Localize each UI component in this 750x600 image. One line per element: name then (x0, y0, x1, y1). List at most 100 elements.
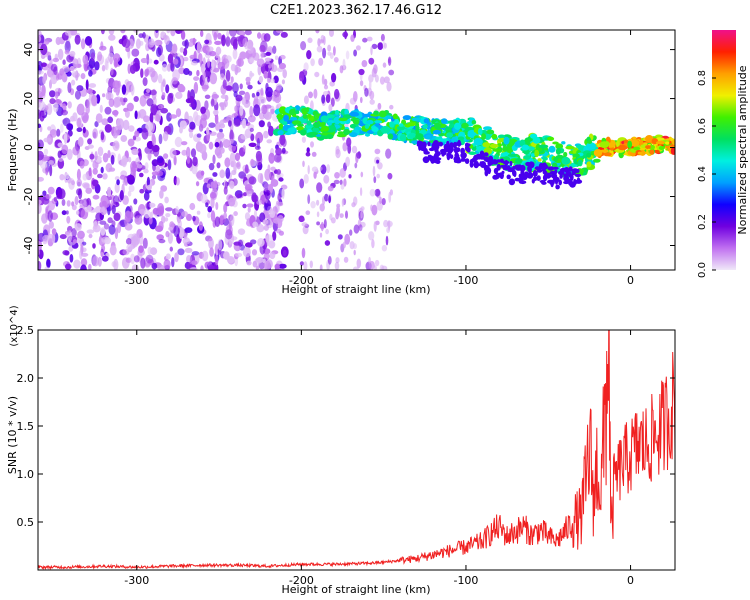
heatmap-cell (42, 190, 47, 196)
heatmap-cell (187, 41, 194, 47)
heatmap-cell (563, 175, 567, 179)
heatmap-cell (246, 203, 254, 208)
heatmap-cell (259, 212, 266, 223)
heatmap-cell (135, 217, 139, 222)
y-tick-label: -40 (22, 237, 35, 255)
colorbar-tick-label: 0.0 (697, 262, 708, 278)
heatmap-cell (280, 31, 288, 38)
heatmap-cell (100, 227, 106, 236)
heatmap-cell (339, 179, 343, 186)
heatmap-cell (169, 246, 173, 252)
heatmap-cell (87, 98, 91, 109)
heatmap-cell (189, 202, 196, 211)
heatmap-cell (67, 82, 72, 94)
x-tick-label: -300 (124, 274, 149, 287)
heatmap-cell (128, 125, 135, 132)
heatmap-cell (157, 73, 163, 84)
heatmap-cell (256, 137, 260, 149)
heatmap-cell (92, 255, 99, 267)
heatmap-cell (214, 254, 219, 266)
heatmap-cell (338, 117, 348, 122)
heatmap-cell (76, 127, 83, 132)
heatmap-cell (415, 133, 424, 140)
heatmap-cell (209, 247, 214, 257)
heatmap-cell (532, 136, 541, 144)
heatmap-cell (326, 164, 331, 174)
heatmap-cell (360, 96, 363, 104)
heatmap-cell (275, 30, 284, 34)
heatmap-cell (180, 30, 186, 40)
heatmap-cell (326, 125, 337, 133)
heatmap-cell (331, 72, 337, 83)
heatmap-cell (198, 221, 203, 231)
heatmap-cell (195, 141, 203, 152)
heatmap-cell (184, 247, 193, 253)
heatmap-cell (477, 128, 483, 135)
heatmap-cell (359, 187, 363, 197)
heatmap-cell (140, 57, 148, 64)
heatmap-cell (242, 203, 247, 209)
heatmap-cell (525, 161, 531, 167)
heatmap-cell (349, 229, 353, 236)
heatmap-cell (353, 49, 357, 57)
heatmap-cell (146, 176, 150, 187)
heatmap-cell (532, 170, 538, 177)
heatmap-cell (129, 205, 133, 213)
heatmap-cell (52, 57, 60, 63)
heatmap-cell (107, 150, 111, 158)
heatmap-cell (219, 169, 225, 179)
heatmap-cell (215, 121, 221, 131)
heatmap-cell (208, 141, 214, 150)
heatmap-cell (256, 199, 263, 205)
heatmap-cell (385, 235, 389, 246)
heatmap-cell (53, 196, 58, 202)
heatmap-cell (212, 154, 216, 165)
heatmap-cell (521, 144, 530, 151)
heatmap-cell (343, 178, 347, 187)
heatmap-cell (649, 149, 655, 155)
heatmap-cell (56, 128, 61, 137)
heatmap-cell (127, 63, 131, 74)
heatmap-cell (549, 179, 555, 185)
heatmap-cell (189, 102, 196, 108)
heatmap-cell (500, 152, 511, 158)
heatmap-cell (225, 36, 231, 47)
heatmap-cell (399, 133, 407, 142)
heatmap-cell (167, 93, 174, 104)
heatmap-cell (192, 215, 196, 222)
heatmap-cell (374, 188, 381, 197)
heatmap-cell (152, 207, 160, 215)
heatmap-cell (492, 148, 502, 152)
heatmap-cell (277, 192, 282, 202)
heatmap-cell (337, 234, 343, 240)
heatmap-cell (108, 224, 116, 235)
heatmap-cell (496, 163, 501, 171)
heatmap-cell (193, 76, 200, 81)
heatmap-cell (229, 138, 234, 144)
heatmap-cell (432, 129, 442, 135)
heatmap-cell (453, 146, 459, 154)
heatmap-cell (177, 219, 182, 229)
heatmap-cell (229, 180, 235, 190)
heatmap-cell (200, 63, 205, 74)
heatmap-cell (62, 117, 71, 127)
heatmap-cell (156, 47, 162, 58)
heatmap-cell (362, 113, 372, 118)
heatmap-cell (235, 193, 241, 199)
heatmap-cell (196, 210, 201, 215)
heatmap-cell (550, 172, 558, 179)
heatmap-cell (353, 249, 356, 256)
heatmap-cell (351, 202, 356, 208)
heatmap-cell (265, 51, 272, 56)
heatmap-cell (66, 215, 71, 224)
heatmap-cell (241, 97, 246, 106)
heatmap-cell (335, 148, 341, 159)
heatmap-cell (125, 238, 132, 245)
heatmap-cell (186, 156, 191, 164)
heatmap-cell (189, 121, 196, 130)
heatmap-cell (541, 168, 547, 172)
heatmap-cell (73, 259, 81, 269)
heatmap-cell (503, 136, 510, 145)
heatmap-cell (228, 197, 236, 207)
heatmap-cell (100, 166, 104, 174)
